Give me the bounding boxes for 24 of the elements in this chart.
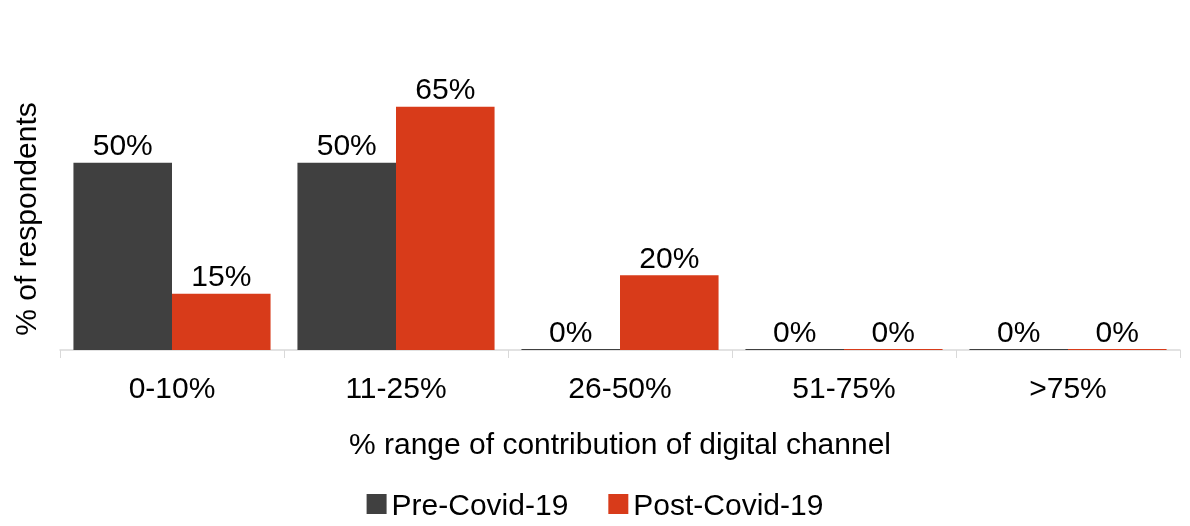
bar <box>620 275 719 350</box>
x-tick-label: 11-25% <box>345 370 447 404</box>
data-label: 50% <box>92 128 153 162</box>
data-label: 0% <box>997 314 1041 348</box>
bar <box>396 106 495 350</box>
x-tick-label: 51-75% <box>792 370 896 404</box>
data-label: 20% <box>639 240 700 274</box>
bar <box>297 162 396 350</box>
data-label: 15% <box>191 259 252 293</box>
data-label: 0% <box>1095 314 1139 348</box>
x-axis-title: % range of contribution of digital channel <box>348 426 892 460</box>
bar <box>172 293 271 350</box>
bar <box>73 162 172 350</box>
y-axis-title: % of respondents <box>8 102 42 336</box>
data-label: 0% <box>871 314 915 348</box>
data-label: 50% <box>316 128 377 162</box>
legend-label: Post-Covid-19 <box>633 487 824 521</box>
legend-label: Pre-Covid-19 <box>391 487 569 521</box>
x-tick-label: >75% <box>1029 370 1107 404</box>
data-label: 0% <box>549 314 593 348</box>
x-tick-label: 26-50% <box>568 370 672 404</box>
x-tick-label: 0-10% <box>128 370 216 404</box>
data-label: 0% <box>773 314 817 348</box>
data-label: 65% <box>415 72 476 106</box>
